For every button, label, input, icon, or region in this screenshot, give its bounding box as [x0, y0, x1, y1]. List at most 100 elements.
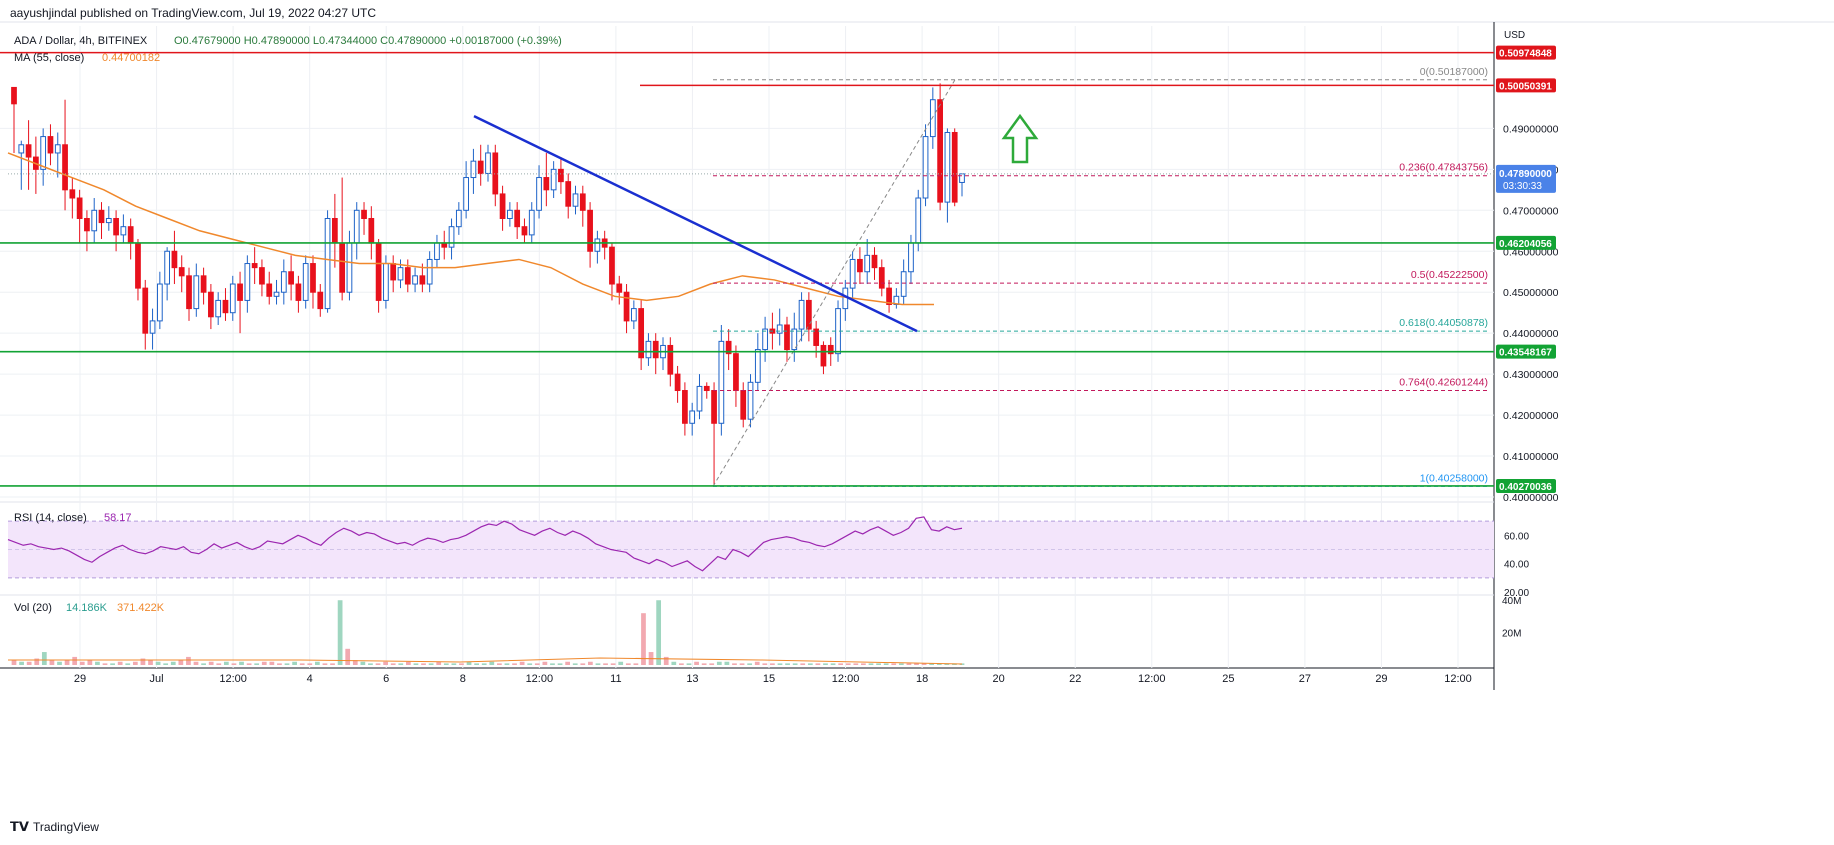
candle-body [929, 99, 936, 138]
fib-level-label: 1(0.40258000) [1420, 472, 1488, 484]
volume-bar [959, 663, 965, 665]
volume-bar [405, 661, 411, 665]
last-price-badge [1496, 164, 1556, 193]
candle-body [725, 340, 732, 355]
volume-bar [314, 661, 320, 665]
candle-body [69, 189, 76, 199]
candle-body [630, 308, 637, 322]
candle-body [302, 263, 309, 301]
x-tick-label: 12:00 [526, 673, 554, 685]
volume-bar [891, 663, 897, 665]
candle-body [208, 291, 214, 318]
volume-bar [868, 663, 874, 665]
x-tick-label: 15 [763, 673, 775, 685]
y-tick-label: 0.47000000 [1503, 205, 1559, 217]
volume-bar [322, 663, 328, 665]
volume-bar [845, 663, 851, 665]
price-badge-label: 0.46204056 [1499, 239, 1552, 250]
price-badge-support [1496, 235, 1556, 250]
candle-body [864, 254, 871, 273]
volume-bar [261, 661, 267, 665]
y-tick-label: 0.41000000 [1503, 451, 1559, 463]
price-badge-support [1496, 344, 1556, 359]
price-badge-resistance [1496, 45, 1556, 60]
candle-body [288, 271, 294, 285]
candle-body [528, 209, 535, 236]
candle-body [346, 242, 353, 293]
volume-bar [216, 663, 222, 665]
candle-body [521, 226, 528, 236]
y-tick-label: 0.42000000 [1503, 410, 1559, 422]
volume-bar [360, 661, 366, 665]
volume-bar [807, 663, 813, 665]
volume-bar [489, 661, 495, 665]
x-tick-label: 29 [74, 673, 86, 685]
volume-bar [95, 661, 100, 665]
candle-body [295, 283, 302, 301]
candle-body [711, 390, 717, 424]
volume-bar [277, 663, 282, 665]
candle-body [47, 136, 54, 154]
candle-body [237, 283, 243, 301]
candle-body [91, 209, 98, 232]
volume-bar [785, 663, 790, 665]
volume-bar [572, 663, 578, 665]
volume-bar [390, 663, 396, 665]
volume-tick-label: 40M [1502, 596, 1521, 607]
candle-body [368, 217, 375, 244]
volume-bar [368, 663, 373, 665]
volume-bar [345, 648, 351, 665]
rsi-tick-label: 60.00 [1504, 531, 1529, 542]
volume-bar [914, 663, 919, 665]
volume-bar [140, 658, 146, 665]
candle-body [915, 197, 922, 244]
volume-bar [709, 663, 715, 665]
x-tick-label: 18 [916, 673, 928, 685]
ma-value: 0.44700182 [102, 52, 161, 64]
volume-bar [512, 663, 517, 665]
candle-body [229, 283, 236, 314]
moving-average-line [7, 152, 934, 306]
volume-bar [898, 663, 904, 665]
descending-trend-line [473, 114, 918, 333]
candle-body [244, 263, 251, 301]
ma-label[interactable]: MA (55, close) [14, 52, 85, 64]
volume-bar [72, 656, 78, 665]
volume-bar [625, 663, 631, 665]
volume-bar [474, 663, 479, 665]
volume-bar [686, 663, 692, 665]
candle-body [922, 136, 929, 199]
candle-body [266, 283, 273, 297]
volume-bar [466, 661, 472, 665]
candle-body [543, 177, 550, 191]
volume-bar [292, 661, 297, 665]
x-tick-label: 22 [1069, 673, 1081, 685]
volume-bar [739, 663, 745, 665]
candle-body [652, 340, 659, 359]
candle-body [215, 299, 222, 318]
candle-body [164, 250, 171, 285]
volume-bar [557, 663, 563, 665]
candle-body [886, 287, 892, 306]
volume-bar [853, 663, 859, 665]
tradingview-brand[interactable]: 𝗧𝗩 TradingView [10, 819, 99, 835]
volume-bar [87, 660, 93, 665]
symbol-title[interactable]: ADA / Dollar, 4h, BITFINEX [14, 35, 148, 47]
candle-body [813, 328, 820, 346]
candle-body [645, 340, 652, 359]
volume-bar [421, 663, 426, 665]
volume-bar [777, 663, 783, 665]
x-tick-label: 12:00 [832, 673, 860, 685]
x-tick-label: 4 [307, 673, 313, 685]
candle-body [222, 299, 229, 314]
volume-bar [125, 663, 131, 665]
volume-bar [595, 663, 601, 665]
candle-body [733, 353, 739, 392]
volume-bar [641, 613, 646, 665]
volume-bar [246, 663, 252, 665]
ohlc-values: O0.47679000 H0.47890000 L0.47344000 C0.4… [174, 35, 562, 47]
price-badge-label: 0.50050391 [1499, 81, 1552, 92]
candle-body [762, 328, 768, 351]
y-tick-label: 0.45000000 [1503, 287, 1559, 299]
